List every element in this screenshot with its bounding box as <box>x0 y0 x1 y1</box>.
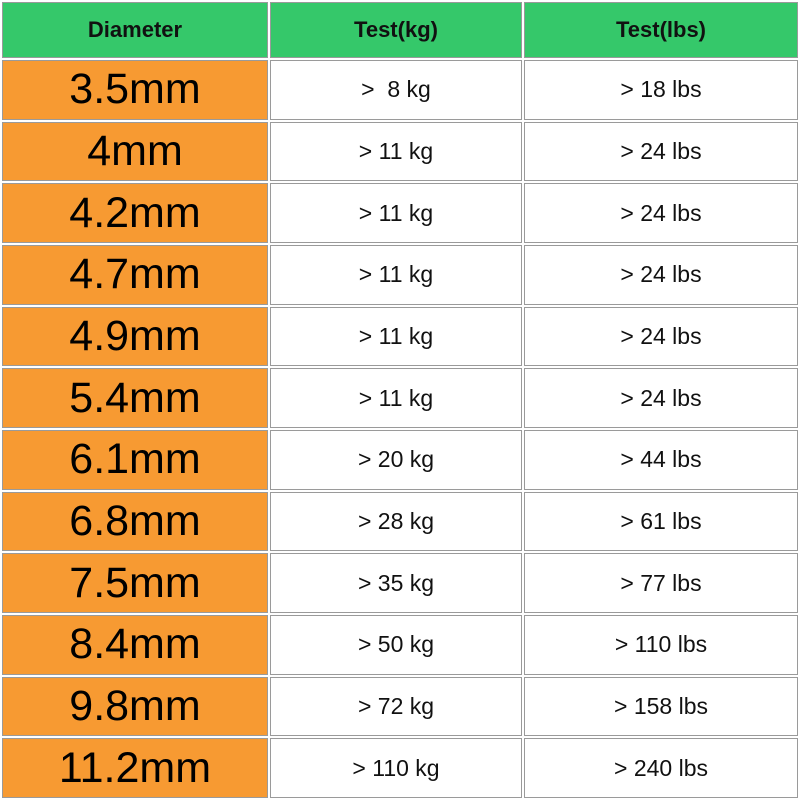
test-cell: > 24 lbs <box>524 244 798 305</box>
header-cell: Diameter <box>2 2 268 58</box>
test-cell: > 110 kg <box>270 738 522 798</box>
table-row: 4.9mm > 11 kg > 24 lbs <box>2 306 798 367</box>
test-cell: > 61 lbs <box>524 491 798 552</box>
table-row: 11.2mm > 110 kg > 240 lbs <box>2 738 798 798</box>
test-cell: > 11 kg <box>270 183 522 243</box>
test-cell: > 72 kg <box>270 676 522 737</box>
test-cell: > 11 kg <box>270 121 522 182</box>
table-row: 6.8mm > 28 kg > 61 lbs <box>2 491 798 552</box>
table-row: 7.5mm > 35 kg > 77 lbs <box>2 553 798 613</box>
diameter-cell: 9.8mm <box>2 676 268 737</box>
diameter-cell: 7.5mm <box>2 553 268 613</box>
test-cell: > 158 lbs <box>524 676 798 737</box>
diameter-cell: 4mm <box>2 121 268 182</box>
diameter-cell: 8.4mm <box>2 614 268 675</box>
test-cell: > 11 kg <box>270 306 522 367</box>
test-cell: > 24 lbs <box>524 183 798 243</box>
test-cell: > 8 kg <box>270 60 522 120</box>
diameter-cell: 5.4mm <box>2 368 268 428</box>
table-row: 9.8mm > 72 kg > 158 lbs <box>2 676 798 737</box>
table-row: 8.4mm > 50 kg > 110 lbs <box>2 614 798 675</box>
table-row: 4mm > 11 kg > 24 lbs <box>2 121 798 182</box>
test-cell: > 44 lbs <box>524 429 798 490</box>
test-cell: > 11 kg <box>270 368 522 428</box>
table-body: 3.5mm > 8 kg > 18 lbs 4mm > 11 kg > 24 lbs 4.2… <box>2 60 798 798</box>
test-cell: > 28 kg <box>270 491 522 552</box>
table-row: 4.7mm > 11 kg > 24 lbs <box>2 244 798 305</box>
header-cell: Test(kg) <box>270 2 522 58</box>
test-cell: > 18 lbs <box>524 60 798 120</box>
test-cell: > 240 lbs <box>524 738 798 798</box>
table-row: 6.1mm > 20 kg > 44 lbs <box>2 429 798 490</box>
header-row: Diameter Test(kg) Test(lbs) <box>2 2 798 58</box>
diameter-cell: 4.2mm <box>2 183 268 243</box>
table-row: 5.4mm > 11 kg > 24 lbs <box>2 368 798 428</box>
test-cell: > 24 lbs <box>524 121 798 182</box>
diameter-cell: 4.9mm <box>2 306 268 367</box>
diameter-cell: 4.7mm <box>2 244 268 305</box>
test-cell: > 77 lbs <box>524 553 798 613</box>
test-cell: > 20 kg <box>270 429 522 490</box>
test-cell: > 24 lbs <box>524 368 798 428</box>
header-cell: Test(lbs) <box>524 2 798 58</box>
diameter-cell: 11.2mm <box>2 738 268 798</box>
diameter-cell: 6.8mm <box>2 491 268 552</box>
test-cell: > 110 lbs <box>524 614 798 675</box>
test-cell: > 11 kg <box>270 244 522 305</box>
diameter-cell: 3.5mm <box>2 60 268 120</box>
test-cell: > 24 lbs <box>524 306 798 367</box>
table-row: 4.2mm > 11 kg > 24 lbs <box>2 183 798 243</box>
test-cell: > 35 kg <box>270 553 522 613</box>
diameter-cell: 6.1mm <box>2 429 268 490</box>
table-row: 3.5mm > 8 kg > 18 lbs <box>2 60 798 120</box>
test-cell: > 50 kg <box>270 614 522 675</box>
